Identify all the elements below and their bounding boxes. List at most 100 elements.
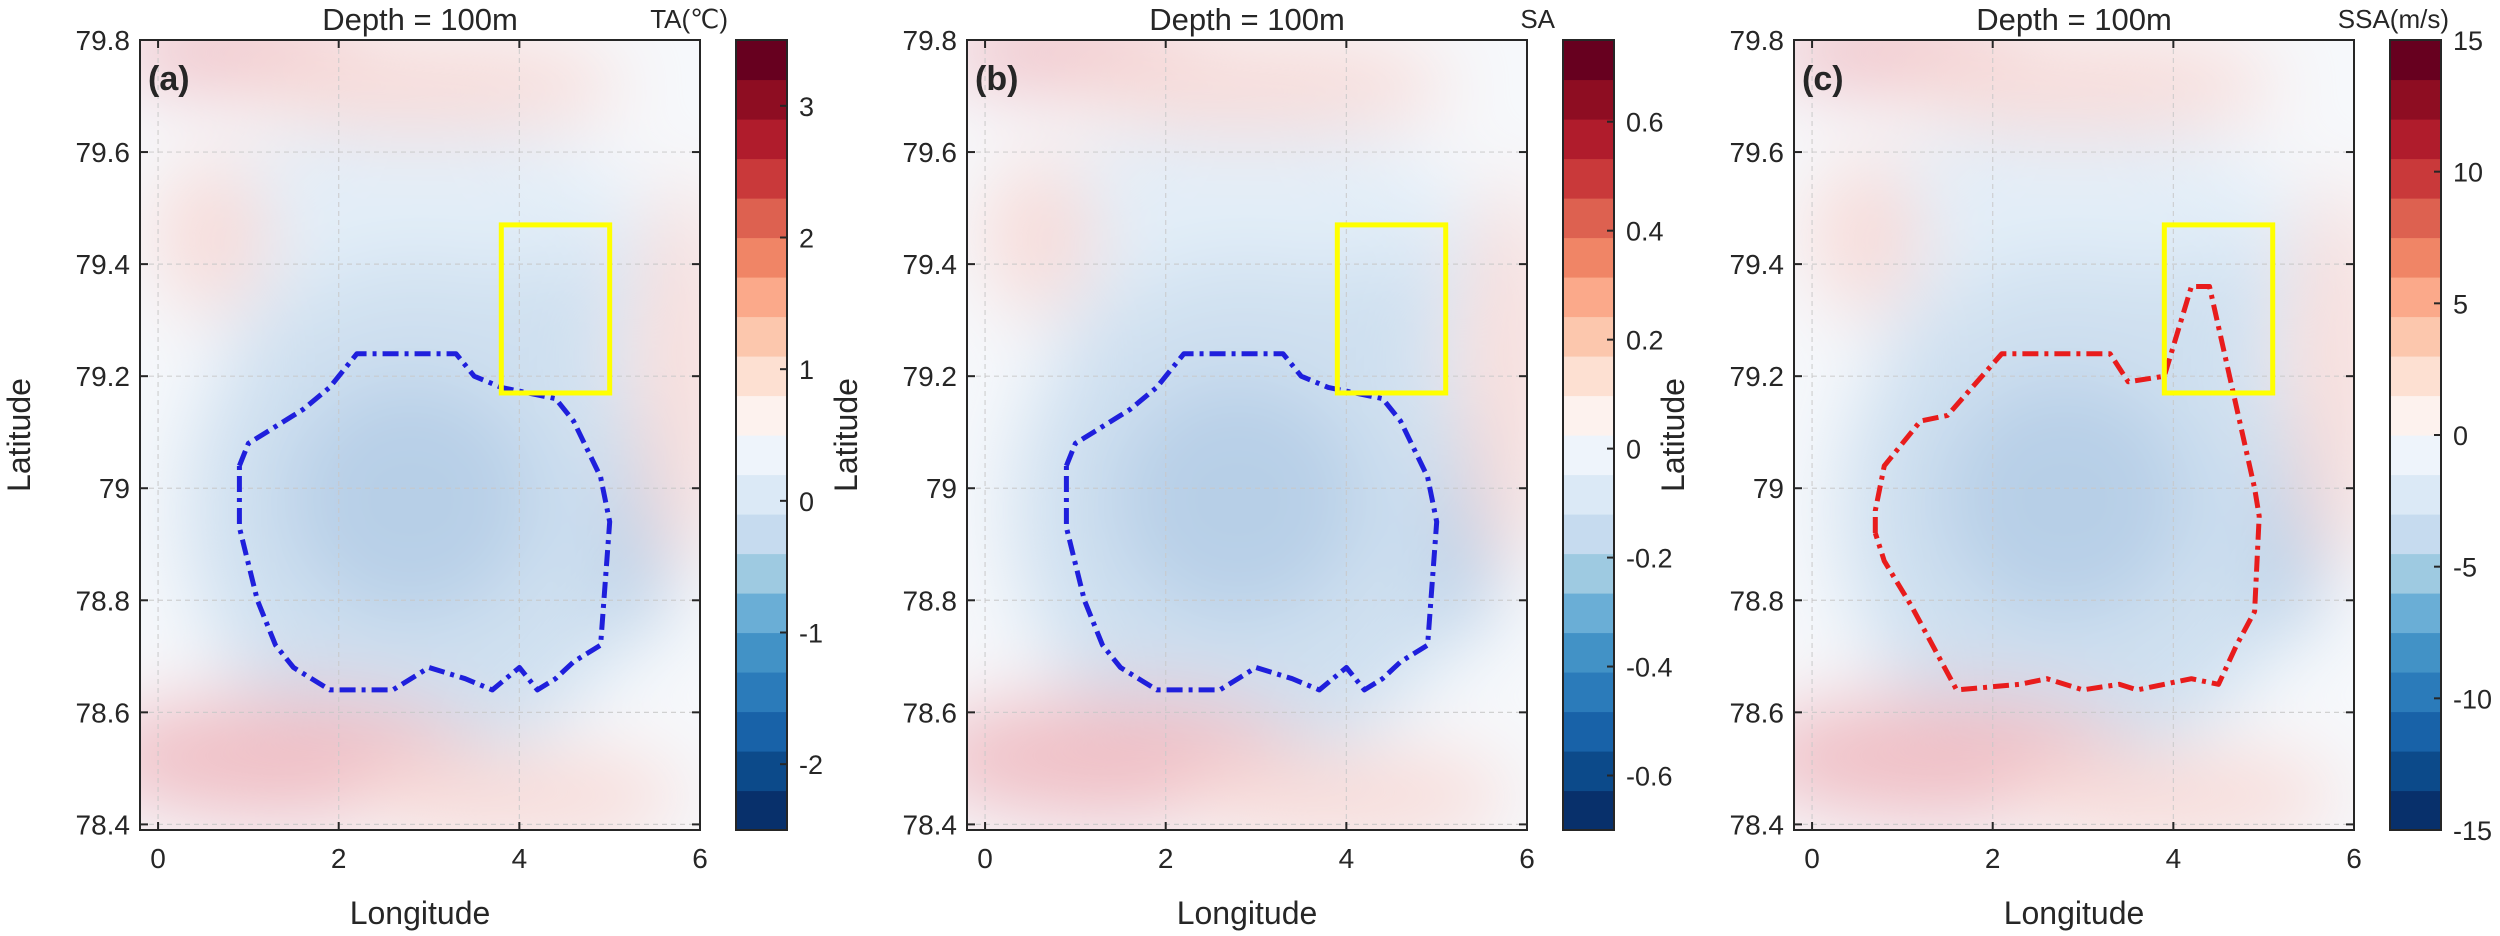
eddy-boundary-contour: [1063, 351, 1440, 693]
colorbar-segment: [2390, 198, 2441, 239]
panel-2: 0 2 4 6 78.4 78.6 78.8 79 79.2 79.4 79.6 79.8 Depth …: [828, 2, 1673, 931]
colorbar-segment: [736, 553, 787, 594]
colorbar-segment: [736, 356, 787, 397]
colorbar-segment: [736, 79, 787, 120]
highlight-box: [2161, 222, 2276, 396]
colorbar-tick-label: 10: [2453, 158, 2483, 188]
x-tick-label: 6: [1519, 843, 1535, 874]
colorbar-segment: [2390, 356, 2441, 397]
colorbar-segment: [1563, 435, 1614, 476]
panel-letter: (c): [1802, 60, 1844, 98]
colorbar-segment: [736, 474, 787, 515]
colorbar-segment: [2390, 711, 2441, 752]
y-tick-label: 78.6: [903, 697, 958, 728]
panel-letter: (b): [975, 60, 1018, 98]
colorbar-segment: [2390, 751, 2441, 792]
y-tick-label: 79.2: [76, 361, 131, 392]
y-tick-label: 79.2: [1730, 361, 1785, 392]
colorbar-label: SSA(m/s): [2338, 4, 2449, 34]
colorbar-segment: [2390, 632, 2441, 673]
colorbar-segment: [736, 593, 787, 634]
y-tick-label: 78.4: [903, 809, 958, 840]
colorbar-segment: [1563, 79, 1614, 120]
y-tick-label: 79.6: [903, 137, 958, 168]
y-tick-label: 79.2: [903, 361, 958, 392]
colorbar-tick-label: 5: [2453, 289, 2468, 319]
colorbar-tick-label: -0.4: [1626, 653, 1673, 683]
colorbar-segment: [736, 672, 787, 713]
panel-1: 0 2 4 6 78.4 78.6 78.8 79 79.2 79.4 79.6 79.8 Depth …: [1, 2, 823, 931]
x-tick-label: 4: [2166, 843, 2182, 874]
y-tick-label: 79: [99, 473, 130, 504]
colorbar-segment: [1563, 158, 1614, 199]
x-tick-label: 2: [331, 843, 347, 874]
axes-frame: [139, 39, 701, 831]
colorbar-segment: [1563, 790, 1614, 831]
colorbar-segment: [736, 40, 787, 81]
colorbar-segment: [2390, 593, 2441, 634]
colorbar-segment: [736, 790, 787, 831]
panel-letter: (a): [148, 60, 190, 98]
x-axis-label: Longitude: [1177, 895, 1318, 931]
axes-frame: [1793, 39, 2355, 831]
colorbar-segment: [1563, 40, 1614, 81]
x-tick-label: 2: [1985, 843, 2001, 874]
colorbar-segment: [736, 395, 787, 436]
colorbar-segment: [1563, 514, 1614, 555]
y-tick-label: 79: [1753, 473, 1784, 504]
colorbar-tick-label: 3: [799, 92, 814, 122]
colorbar-tick-label: -10: [2453, 684, 2492, 714]
colorbar-tick-label: 0: [799, 487, 814, 517]
colorbar-segment: [1563, 672, 1614, 713]
colorbar-segment: [1563, 395, 1614, 436]
heatmap-field: [140, 40, 700, 830]
colorbar-segment: [2390, 395, 2441, 436]
colorbar-tick-label: -0.6: [1626, 762, 1673, 792]
colorbar-segment: [1563, 553, 1614, 594]
colorbar-label: SA: [1520, 4, 1555, 34]
x-axis-label: Longitude: [2004, 895, 2145, 931]
y-axis-label: Latitude: [828, 378, 864, 492]
heatmap-field: [967, 40, 1527, 830]
colorbar-segment: [2390, 790, 2441, 831]
colorbar-segment: [2390, 553, 2441, 594]
y-axis-label: Latitude: [1655, 378, 1691, 492]
y-axis-label: Latitude: [1, 378, 37, 492]
colorbar-segment: [2390, 277, 2441, 318]
y-tick-label: 78.8: [76, 585, 131, 616]
colorbar-segment: [1563, 119, 1614, 160]
colorbar-tick-label: -0.2: [1626, 544, 1673, 574]
colorbar: -0.6 -0.4 -0.2 0 0.2 0.4 0.6 SA: [1520, 4, 1673, 831]
colorbar-segment: [736, 158, 787, 199]
x-axis-label: Longitude: [350, 895, 491, 931]
colorbar-segment: [2390, 316, 2441, 357]
colorbar-segment: [1563, 198, 1614, 239]
panel-title: Depth = 100m: [1149, 2, 1345, 37]
panel-title: Depth = 100m: [1976, 2, 2172, 37]
colorbar-segment: [2390, 514, 2441, 555]
colorbar-segment: [736, 119, 787, 160]
colorbar: -2 -1 0 1 2 3 TA(℃): [650, 4, 823, 831]
colorbar-segment: [1563, 593, 1614, 634]
y-tick-label: 79.8: [76, 25, 131, 56]
y-tick-label: 79.8: [903, 25, 958, 56]
colorbar-tick-label: -5: [2453, 553, 2477, 583]
colorbar-segment: [736, 198, 787, 239]
y-tick-label: 79.4: [903, 249, 958, 280]
y-tick-label: 78.8: [1730, 585, 1785, 616]
heatmap-field: [1794, 40, 2354, 830]
axes-frame: [966, 39, 1528, 831]
colorbar-segment: [1563, 474, 1614, 515]
colorbar-segment: [1563, 356, 1614, 397]
colorbar-segment: [2390, 158, 2441, 199]
colorbar-segment: [736, 316, 787, 357]
colorbar-segment: [2390, 435, 2441, 476]
colorbar-segment: [736, 632, 787, 673]
colorbar-tick-label: 0.4: [1626, 217, 1664, 247]
colorbar-segment: [1563, 316, 1614, 357]
x-tick-label: 0: [977, 843, 993, 874]
colorbar-segment: [2390, 237, 2441, 278]
colorbar-segment: [2390, 474, 2441, 515]
